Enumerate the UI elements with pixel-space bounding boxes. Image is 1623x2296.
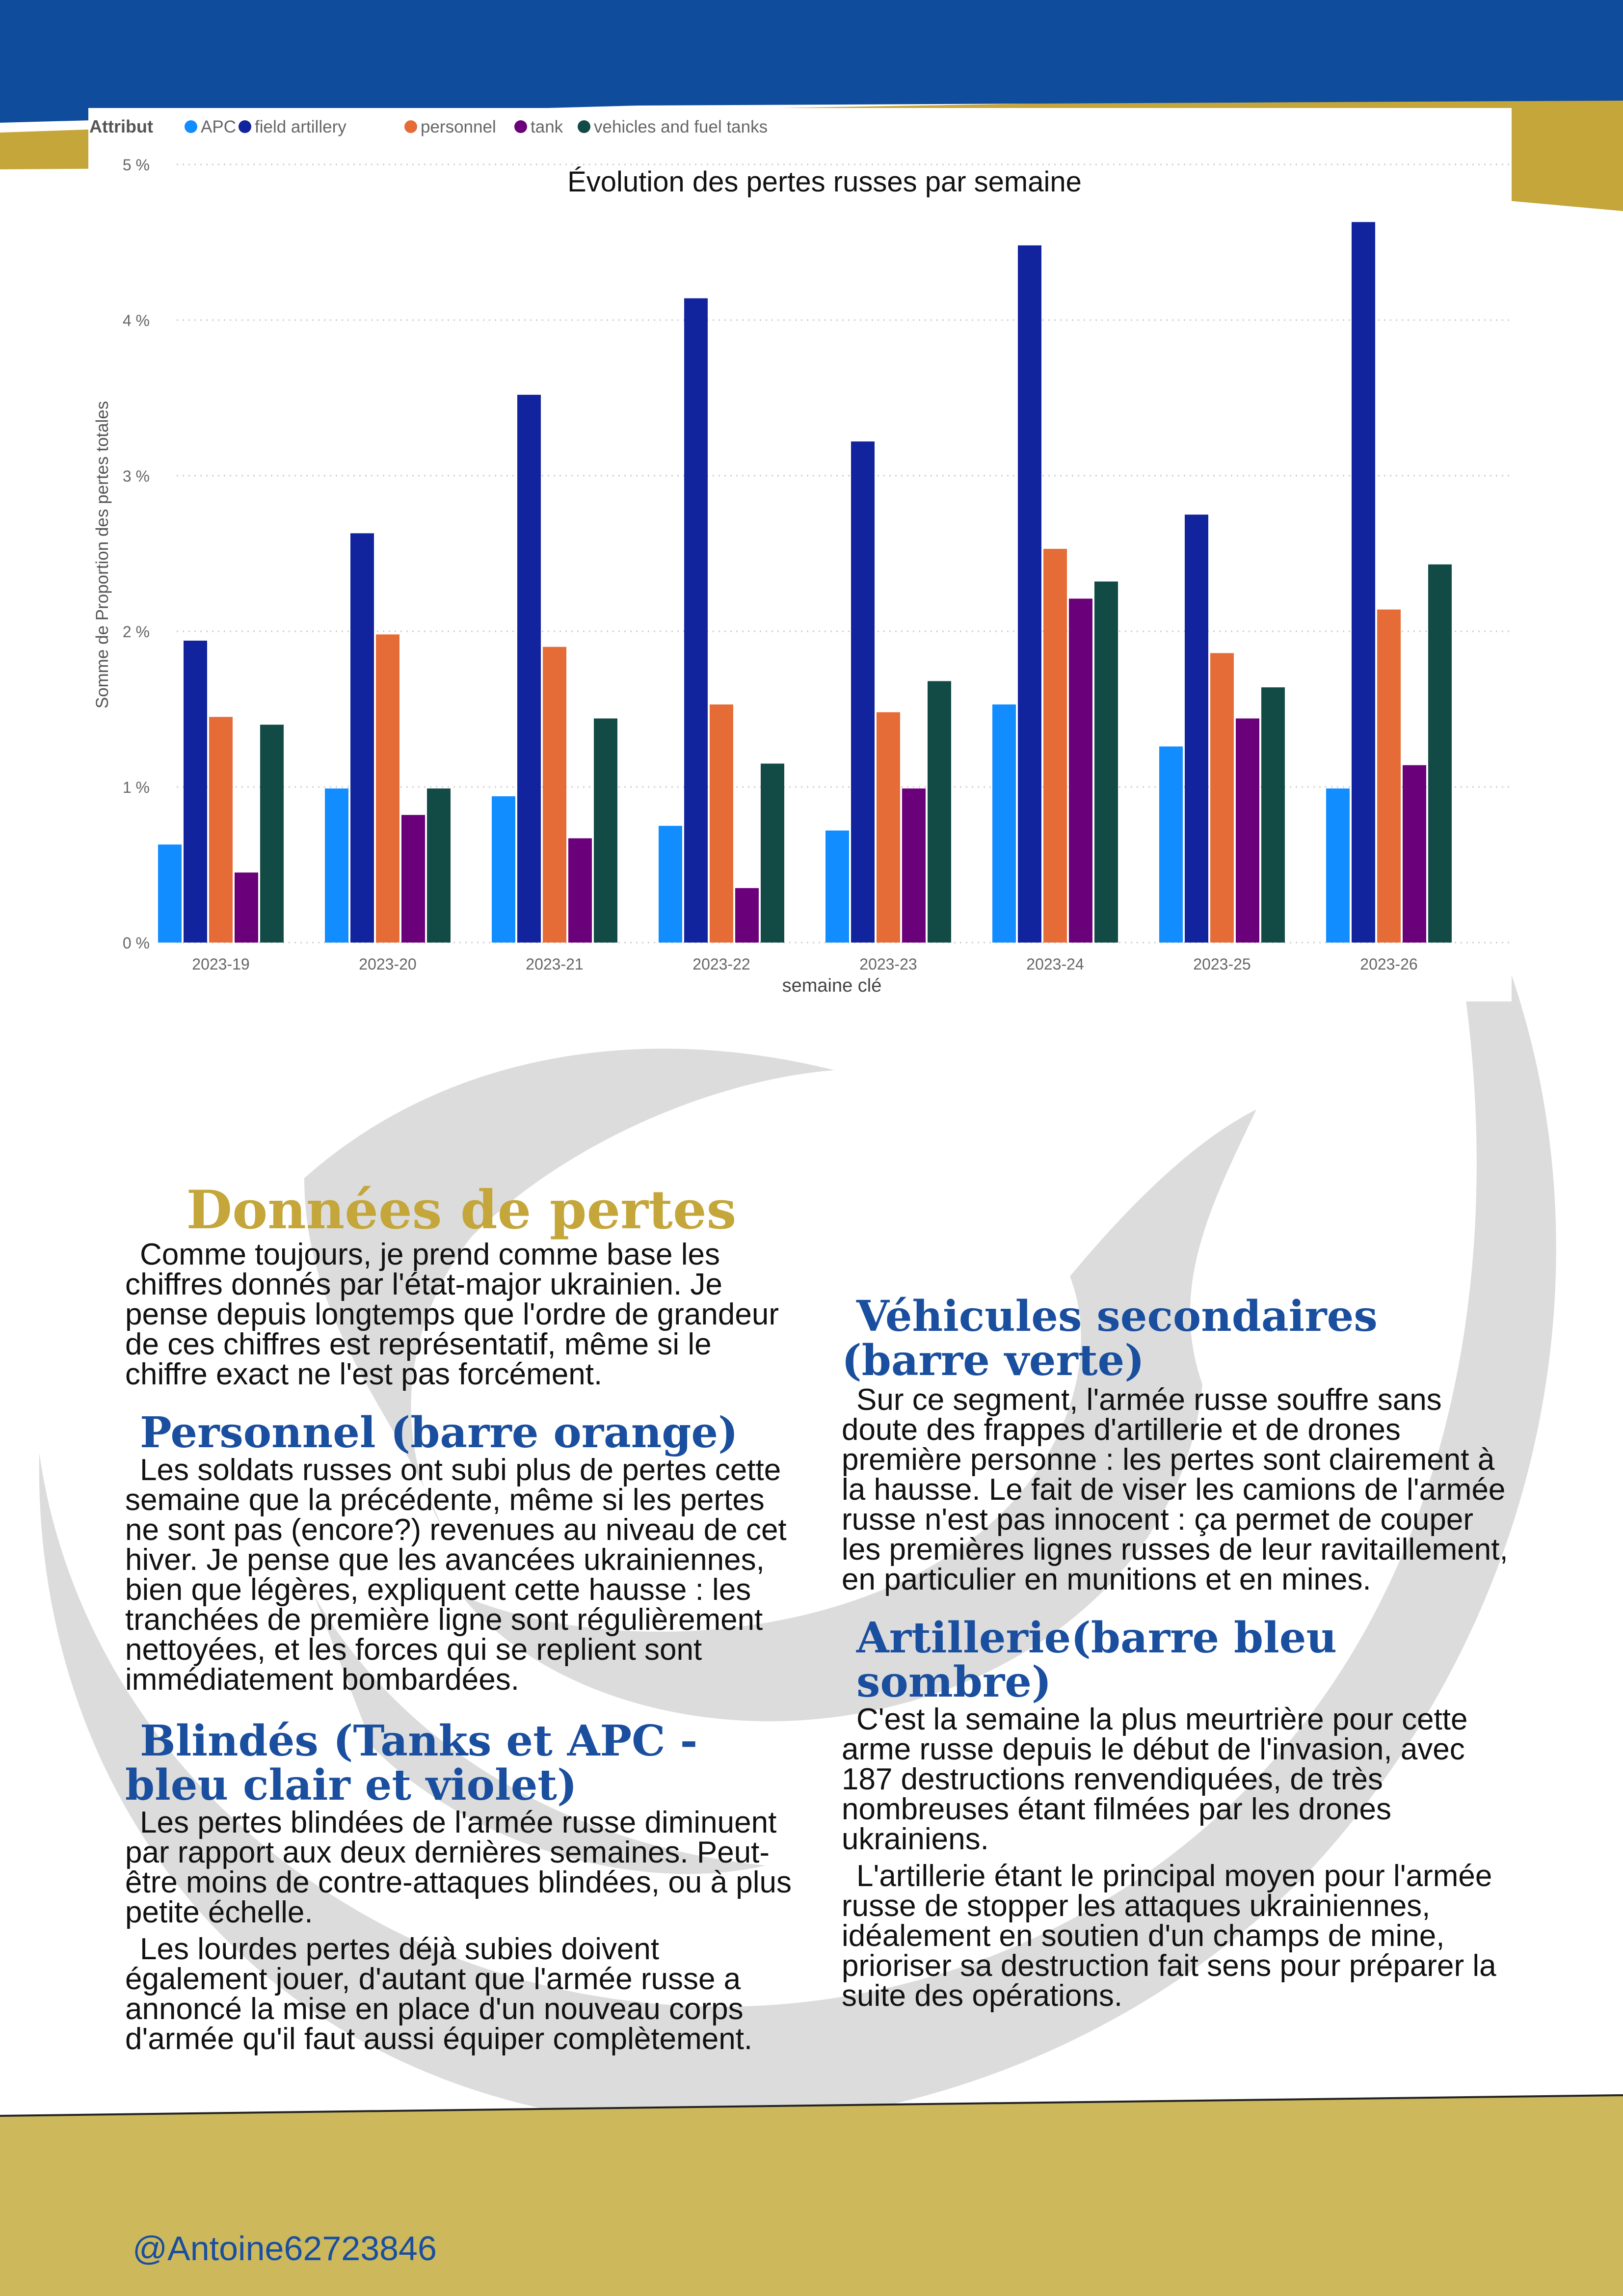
bar-tank-2023-24[interactable] [1069,598,1092,943]
legend-marker [185,120,197,133]
bar-tank-2023-20[interactable] [401,815,425,943]
bar-tank-2023-22[interactable] [735,888,759,943]
watermark-emblem [39,795,1556,2126]
x-tick-label: 2023-20 [359,955,416,973]
bar-apc-2023-20[interactable] [325,788,348,943]
bar-apc-2023-22[interactable] [659,826,682,943]
legend-marker [404,120,417,133]
article-title: Données de pertes [186,1179,737,1241]
bar-field-artillery-2023-23[interactable] [851,441,875,943]
bar-personnel-2023-24[interactable] [1043,548,1067,943]
x-tick-label: 2023-22 [692,955,750,973]
bar-personnel-2023-20[interactable] [376,634,399,943]
legend-title: Attribut [89,116,153,136]
bar-field-artillery-2023-21[interactable] [517,395,541,943]
personnel-paragraph: Les soldats russes ont subi plus de pert… [125,1453,787,1697]
x-tick-label: 2023-24 [1026,955,1084,973]
legend-item-label[interactable]: vehicles and fuel tanks [594,117,768,136]
blindes-paragraph-1: Les pertes blindées de l'armée russe dim… [125,1806,792,1929]
bar-chart: Attribut APC field artillery personnel tank v… [89,116,1512,996]
y-axis-label: Somme de Proportion des pertes totales [93,401,112,708]
legend-item-label[interactable]: field artillery [255,117,346,136]
chart-title: Évolution des pertes russes par semaine [567,166,1082,198]
bar-tank-2023-26[interactable] [1403,765,1426,943]
y-axis-ticks: 0 % 1 % 2 % 3 % 4 % 5 % [123,156,150,952]
bar-field-artillery-2023-20[interactable] [350,533,374,943]
vehicules-heading: Véhicules secondaires (barre verte) [842,1292,1378,1385]
bar-vehicles-and-fuel-tanks-2023-22[interactable] [761,763,784,943]
bar-apc-2023-23[interactable] [825,830,849,943]
bar-vehicles-and-fuel-tanks-2023-23[interactable] [928,681,951,943]
bar-apc-2023-26[interactable] [1326,788,1350,943]
bar-field-artillery-2023-22[interactable] [684,298,708,943]
bar-apc-2023-19[interactable] [158,844,182,943]
bar-field-artillery-2023-25[interactable] [1185,514,1208,943]
bar-personnel-2023-21[interactable] [543,647,566,943]
bar-vehicles-and-fuel-tanks-2023-24[interactable] [1094,581,1118,943]
legend-item-label[interactable]: APC [201,117,236,136]
y-tick-label: 5 % [123,156,150,174]
x-axis-label: semaine clé [782,975,882,996]
bar-field-artillery-2023-24[interactable] [1018,245,1041,943]
bar-vehicles-and-fuel-tanks-2023-21[interactable] [594,718,617,943]
bar-field-artillery-2023-19[interactable] [184,641,207,943]
bar-personnel-2023-19[interactable] [209,717,233,943]
legend-marker [239,120,251,133]
intro-paragraph: Comme toujours, je prend comme base les … [125,1238,779,1391]
bar-tank-2023-23[interactable] [902,788,926,943]
footer-band [0,2095,1623,2296]
chart-bars[interactable] [158,222,1452,943]
personnel-heading: Personnel (barre orange) [140,1408,738,1458]
y-tick-label: 4 % [123,312,150,329]
bar-tank-2023-25[interactable] [1236,718,1259,943]
header-blue-band [0,0,1623,123]
bar-personnel-2023-22[interactable] [710,704,733,943]
bar-vehicles-and-fuel-tanks-2023-26[interactable] [1428,564,1452,943]
x-tick-label: 2023-23 [859,955,917,973]
article-right-column: Véhicules secondaires (barre verte) Sur … [842,1181,1519,2011]
x-tick-label: 2023-25 [1193,955,1251,973]
bar-vehicles-and-fuel-tanks-2023-20[interactable] [427,788,451,943]
bar-apc-2023-21[interactable] [492,796,515,943]
artillerie-paragraph-2: L'artillerie étant le principal moyen po… [842,1859,1496,2013]
chart-legend[interactable]: Attribut APC field artillery personnel tank v… [89,116,768,136]
blindes-heading: Blindés (Tanks et APC - bleu clair et vi… [125,1716,698,1810]
artillerie-heading: Artillerie(barre bleu sombre) [856,1613,1337,1707]
bar-personnel-2023-23[interactable] [877,712,900,943]
legend-marker [514,120,527,133]
legend-item-label[interactable]: personnel [421,117,496,136]
bar-apc-2023-24[interactable] [992,704,1016,943]
bar-personnel-2023-26[interactable] [1377,609,1401,943]
y-tick-label: 0 % [123,934,150,952]
x-tick-label: 2023-21 [526,955,583,973]
bar-field-artillery-2023-26[interactable] [1352,222,1375,943]
x-tick-label: 2023-19 [192,955,249,973]
vehicules-paragraph: Sur ce segment, l'armée russe souffre sa… [842,1383,1508,1596]
bar-tank-2023-19[interactable] [235,872,258,943]
chart-panel: Attribut APC field artillery personnel tank v… [88,108,1512,1001]
y-tick-label: 2 % [123,623,150,641]
bar-personnel-2023-25[interactable] [1210,653,1234,943]
bar-apc-2023-25[interactable] [1159,746,1183,943]
bar-tank-2023-21[interactable] [568,838,592,943]
blindes-paragraph-2: Les lourdes pertes déjà subies doivent é… [125,1932,753,2056]
footer-border [0,2094,1623,2117]
legend-item-label[interactable]: tank [531,117,563,136]
x-axis-ticks: 2023-19 2023-20 2023-21 2023-22 2023-23 2023-… [192,955,1417,973]
bar-vehicles-and-fuel-tanks-2023-19[interactable] [260,725,284,943]
article-left-column: Données de pertes Comme toujours, je pre… [125,1181,798,2054]
legend-marker [578,120,590,133]
author-handle[interactable]: @Antoine62723846 [133,2229,437,2268]
artillerie-paragraph-1: C'est la semaine la plus meurtrière pour… [842,1702,1468,1856]
y-tick-label: 3 % [123,467,150,485]
bar-vehicles-and-fuel-tanks-2023-25[interactable] [1261,687,1285,943]
x-tick-label: 2023-26 [1360,955,1417,973]
y-tick-label: 1 % [123,779,150,796]
